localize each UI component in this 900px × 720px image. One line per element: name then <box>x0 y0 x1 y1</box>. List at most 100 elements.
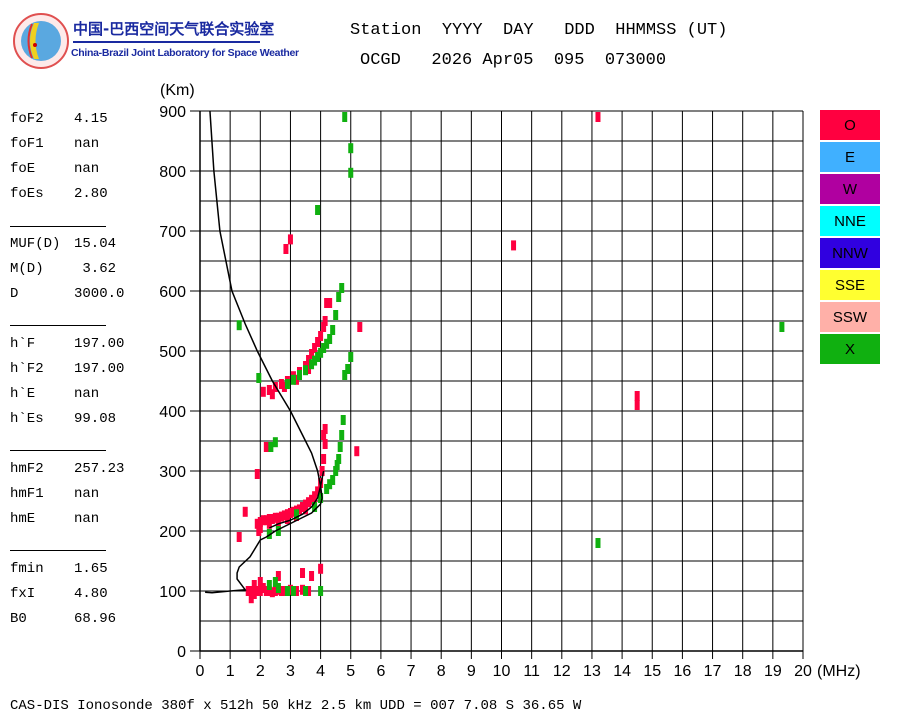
echo-point-o <box>354 446 360 457</box>
echo-point-o <box>269 514 275 524</box>
param-name: fmin <box>10 561 44 577</box>
echo-point-o <box>324 298 330 308</box>
x-tick-label: 13 <box>583 663 601 680</box>
param-value: 3000.0 <box>74 286 125 302</box>
logo-title-cn: 中国-巴西空间天气联合实验室 <box>73 20 275 38</box>
y-tick-label: 300 <box>159 464 186 481</box>
echo-point-o <box>319 466 325 476</box>
echo-point-x <box>236 320 242 331</box>
echo-point-o <box>275 571 281 581</box>
y-tick-label: 0 <box>177 644 186 661</box>
echo-point-o <box>281 586 287 596</box>
x-tick-label: 7 <box>407 663 416 680</box>
y-tick-label: 100 <box>159 584 186 601</box>
echo-point-o <box>634 391 640 401</box>
echo-point-o <box>300 584 306 595</box>
param-value: 3.62 <box>74 261 117 277</box>
echo-point-o <box>257 577 263 587</box>
echo-point-x <box>336 454 342 464</box>
param-name: hmF2 <box>10 461 44 477</box>
logo-title-en: China-Brazil Joint Laboratory for Space … <box>71 47 299 59</box>
divider <box>10 550 106 551</box>
echo-point-x <box>275 583 281 593</box>
param-value: nan <box>74 511 100 527</box>
echo-point-o <box>263 442 269 452</box>
param-name: h`F2 <box>10 361 44 377</box>
echo-point-x <box>330 475 336 485</box>
param-name: foF1 <box>10 136 44 152</box>
param-name: h`Es <box>10 411 44 427</box>
echo-point-x <box>321 343 327 353</box>
divider <box>10 450 106 451</box>
x-tick-label: 10 <box>493 663 511 680</box>
echo-point-o <box>242 506 248 517</box>
echo-point-o <box>263 586 269 596</box>
echo-point-x <box>333 310 339 320</box>
echo-point-o <box>256 526 262 536</box>
echo-point-o <box>245 586 251 596</box>
y-tick-label: 600 <box>159 284 186 301</box>
param-value: 4.80 <box>74 586 108 602</box>
echo-point-x <box>275 526 281 536</box>
echo-point-x <box>309 359 315 370</box>
echo-point-o <box>327 298 333 308</box>
echo-point-o <box>254 518 260 529</box>
echo-point-o <box>260 386 266 397</box>
echo-point-x <box>284 379 290 389</box>
x-tick-label: 9 <box>467 663 476 680</box>
x-tick-label: 6 <box>376 663 385 680</box>
echo-point-o <box>303 504 309 515</box>
echo-point-o <box>309 349 315 359</box>
logo-divider <box>73 41 260 43</box>
echo-point-o <box>278 379 284 389</box>
echo-point-x <box>315 205 321 215</box>
legend-item-nnw: NNW <box>820 238 880 268</box>
param-value: 4.15 <box>74 111 108 127</box>
header-values: OCGD 2026 Apr05 095 073000 <box>360 51 667 70</box>
echo-point-o <box>260 515 266 526</box>
param-name: MUF(D) <box>10 236 61 252</box>
x-tick-label: 12 <box>553 663 571 680</box>
echo-point-x <box>345 364 351 374</box>
echo-point-x <box>266 529 272 539</box>
echo-point-x <box>342 370 348 380</box>
echo-point-o <box>318 563 324 574</box>
echo-point-o <box>287 508 293 518</box>
echo-point-o <box>322 424 328 434</box>
echo-point-x <box>296 370 302 380</box>
param-value: nan <box>74 386 100 402</box>
param-value: 99.08 <box>74 411 117 427</box>
legend-item-w: W <box>820 174 880 204</box>
echo-point-o <box>306 586 312 596</box>
y-axis-label: (Km) <box>160 82 195 99</box>
param-value: nan <box>74 486 100 502</box>
echo-point-o <box>266 586 272 596</box>
echo-point-o <box>278 586 284 596</box>
echo-point-o <box>306 355 312 365</box>
echo-point-x <box>595 538 601 548</box>
y-tick-label: 800 <box>159 164 186 181</box>
echo-point-o <box>278 511 284 522</box>
x-tick-label: 3 <box>286 663 295 680</box>
echo-point-o <box>315 486 321 497</box>
param-name: hmE <box>10 511 36 527</box>
echo-point-o <box>296 504 302 515</box>
param-value: 2.80 <box>74 186 108 202</box>
echo-point-o <box>309 571 315 581</box>
echo-point-o <box>254 469 260 479</box>
x-tick-label: 15 <box>643 663 661 680</box>
echo-point-o <box>306 497 312 508</box>
x-tick-label: 0 <box>196 663 205 680</box>
y-tick-label: 500 <box>159 344 186 361</box>
x-tick-label: 19 <box>764 663 782 680</box>
echo-point-x <box>337 442 343 452</box>
echo-point-x <box>312 502 318 512</box>
divider <box>10 325 106 326</box>
echo-point-o <box>287 234 293 245</box>
param-name: foE <box>10 161 36 177</box>
echo-point-o <box>309 494 315 505</box>
echo-point-o <box>269 587 275 598</box>
param-value: 68.96 <box>74 611 117 627</box>
echo-point-o <box>257 517 263 527</box>
echo-point-x <box>256 373 262 383</box>
